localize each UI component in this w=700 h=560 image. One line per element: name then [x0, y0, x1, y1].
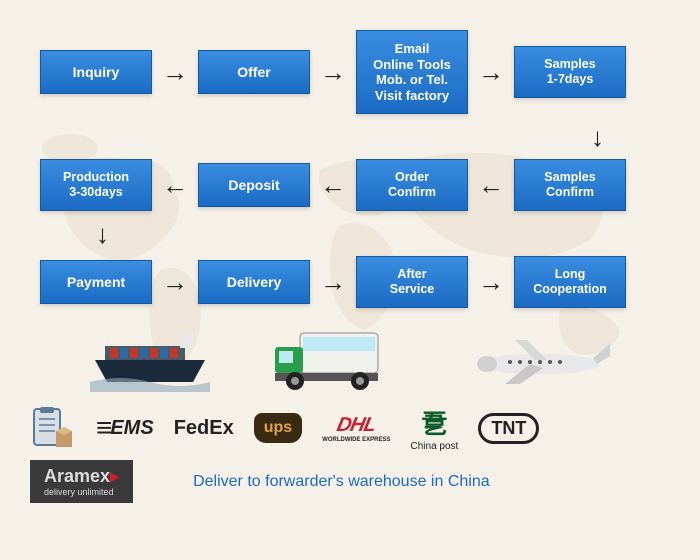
- arrow-right-icon: →: [310, 267, 356, 298]
- arrow-left-icon: ←: [310, 170, 356, 201]
- tnt-logo: TNT: [478, 413, 539, 444]
- logo-text: DHL: [335, 414, 378, 437]
- node-line: Samples: [544, 170, 595, 185]
- flowchart: Inquiry → Offer → Email Online Tools Mob…: [0, 0, 700, 308]
- arrow-right-icon: →: [152, 267, 198, 298]
- node-long-cooperation: Long Cooperation: [514, 256, 626, 308]
- logo-text: Aramex: [44, 466, 110, 486]
- logo-text: China post: [411, 441, 459, 452]
- node-line: Order: [395, 170, 429, 185]
- node-order-confirm: Order Confirm: [356, 159, 468, 211]
- arrow-left-icon: ←: [468, 170, 514, 201]
- logo-text: ups: [264, 419, 292, 437]
- delivery-truck-icon: [265, 321, 415, 396]
- logo-text: EMS: [110, 417, 153, 440]
- ups-logo: ups: [254, 413, 302, 443]
- dhl-logo: DHL WORLDWIDE EXPRESS: [322, 414, 390, 443]
- arrow-down-icon: ↓: [591, 122, 604, 153]
- arrow-right-icon: →: [468, 267, 514, 298]
- node-line: After: [397, 267, 426, 282]
- cargo-ship-icon: [85, 326, 215, 396]
- node-label: Inquiry: [73, 64, 120, 81]
- arrow-down-wrap: ↓: [40, 122, 660, 153]
- node-label: Deposit: [228, 177, 279, 194]
- arrow-right-icon: →: [310, 57, 356, 88]
- node-line: Service: [390, 282, 434, 297]
- node-label: Offer: [237, 64, 270, 81]
- node-production: Production 3-30days: [40, 159, 152, 211]
- node-label: Payment: [67, 274, 125, 291]
- flow-row-1: Inquiry → Offer → Email Online Tools Mob…: [40, 30, 660, 114]
- node-line: 3-30days: [69, 185, 123, 200]
- flow-row-2: Production 3-30days ← Deposit ← Order Co…: [40, 159, 660, 211]
- node-inquiry: Inquiry: [40, 50, 152, 94]
- arrow-left-icon: ←: [152, 170, 198, 201]
- ems-logo: EMS: [96, 412, 154, 444]
- node-line: Cooperation: [533, 282, 607, 297]
- node-line: Email: [395, 41, 430, 57]
- node-line: Visit factory: [375, 88, 449, 104]
- node-line: Confirm: [546, 185, 594, 200]
- logo-text: FedEx: [174, 417, 234, 440]
- arrow-down-wrap: ↓: [40, 219, 660, 250]
- airplane-icon: [465, 326, 615, 396]
- arrow-right-icon: →: [152, 57, 198, 88]
- node-samples-confirm: Samples Confirm: [514, 159, 626, 211]
- carrier-logos: EMS FedEx ups DHL WORLDWIDE EXPRESS 㐚 Ch…: [0, 396, 700, 452]
- node-offer: Offer: [198, 50, 310, 94]
- node-delivery: Delivery: [198, 260, 310, 304]
- node-line: Confirm: [388, 185, 436, 200]
- node-line: Samples: [544, 57, 595, 72]
- logo-subtext: delivery unlimited: [44, 487, 119, 497]
- node-payment: Payment: [40, 260, 152, 304]
- node-line: Online Tools: [373, 57, 451, 73]
- flow-row-3: Payment → Delivery → After Service → Lon…: [40, 256, 660, 308]
- node-contact-methods: Email Online Tools Mob. or Tel. Visit fa…: [356, 30, 468, 114]
- logo-text: TNT: [491, 418, 526, 439]
- chinapost-icon: 㐚: [421, 404, 447, 441]
- node-label: Delivery: [227, 274, 281, 291]
- fedex-logo: FedEx: [174, 417, 234, 440]
- arrow-down-icon: ↓: [96, 219, 109, 250]
- node-deposit: Deposit: [198, 163, 310, 207]
- aramex-logo: Aramex▸ delivery unlimited: [30, 460, 133, 503]
- chinapost-logo: 㐚 China post: [411, 404, 459, 452]
- logo-subtext: WORLDWIDE EXPRESS: [322, 437, 390, 443]
- node-line: Long: [555, 267, 586, 282]
- transport-icons: [0, 316, 700, 396]
- node-after-service: After Service: [356, 256, 468, 308]
- node-line: Mob. or Tel.: [376, 72, 448, 88]
- node-samples-days: Samples 1-7days: [514, 46, 626, 98]
- footer-text: Deliver to forwarder's warehouse in Chin…: [163, 473, 490, 491]
- node-line: 1-7days: [547, 72, 594, 87]
- node-line: Production: [63, 170, 129, 185]
- arrow-right-icon: →: [468, 57, 514, 88]
- footer-row: Aramex▸ delivery unlimited Deliver to fo…: [0, 452, 700, 503]
- clipboard-icon: [30, 405, 76, 451]
